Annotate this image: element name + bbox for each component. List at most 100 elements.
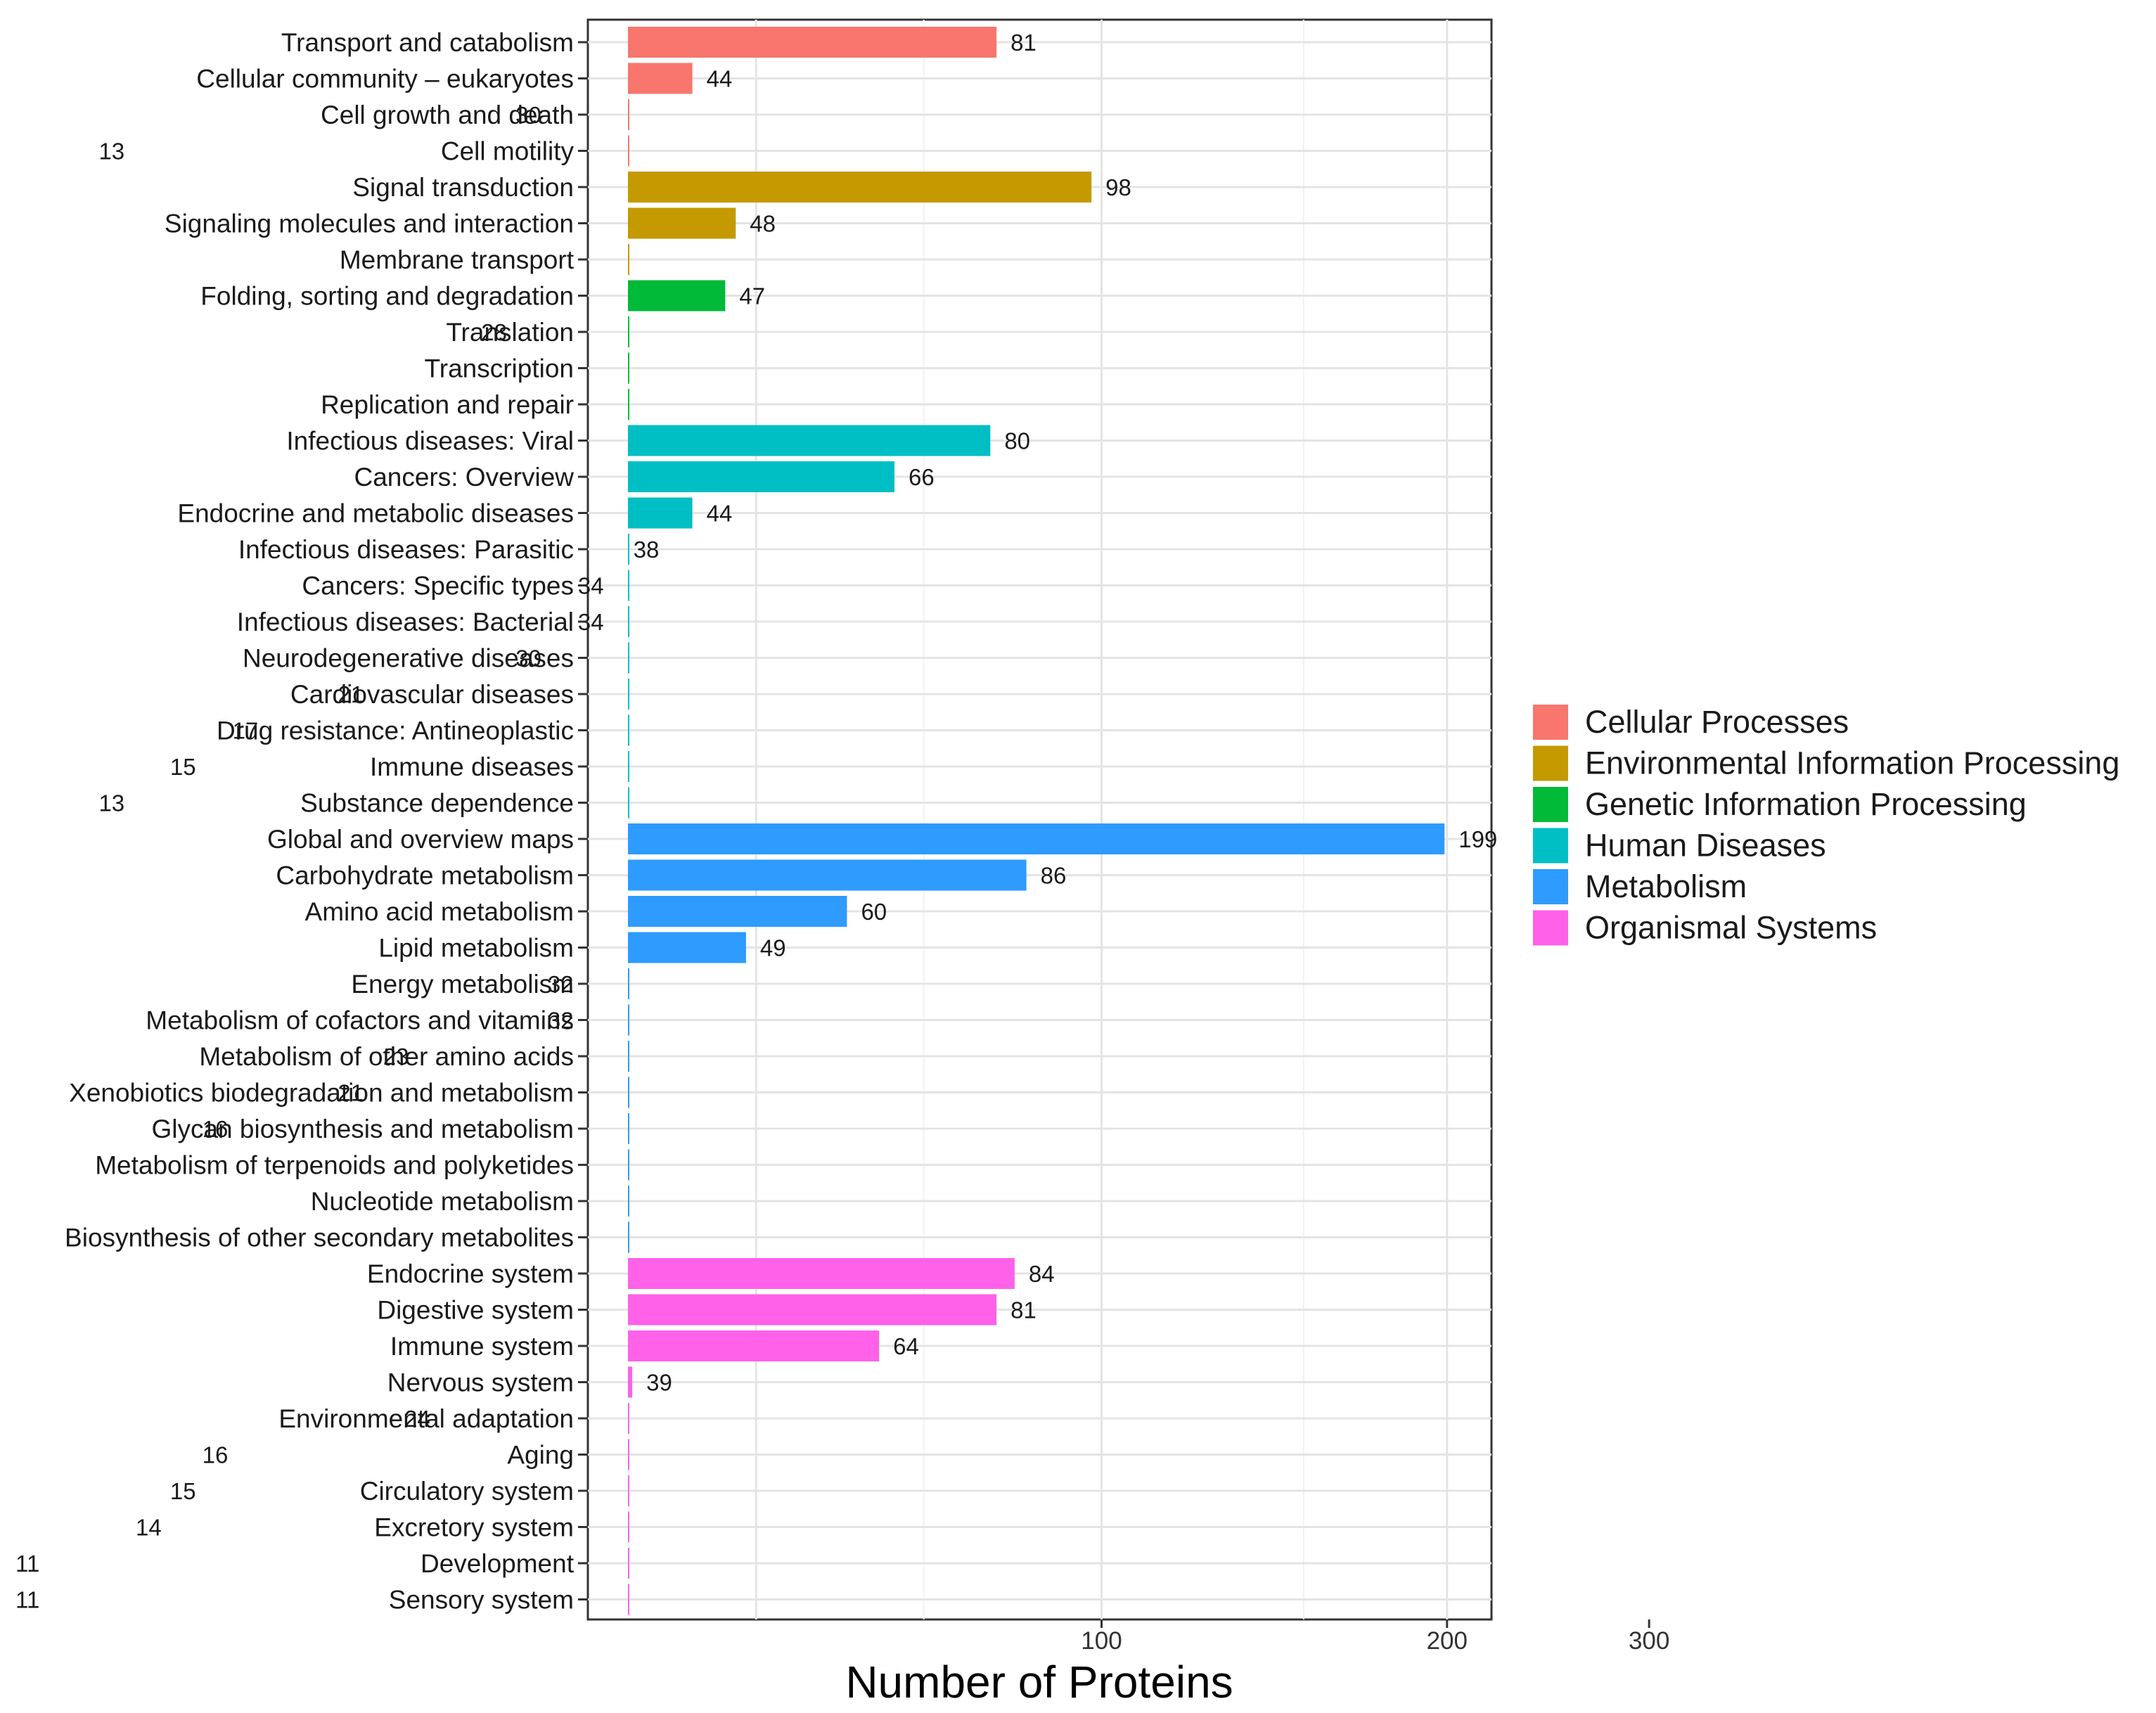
- x-tick-label: 300: [1629, 1627, 1669, 1655]
- bar: [628, 606, 629, 637]
- bar: [628, 570, 629, 601]
- legend-label: Metabolism: [1585, 868, 1747, 904]
- bar-value-label: 14: [136, 1515, 162, 1541]
- bar-value-label: 44: [707, 501, 733, 527]
- category-label: Membrane transport: [340, 245, 575, 274]
- category-label: Substance dependence: [300, 789, 574, 818]
- category-label: Drug resistance: Antineoplastic: [217, 717, 574, 745]
- bar: [628, 968, 629, 999]
- x-tick-label: 200: [1427, 1627, 1468, 1655]
- category-label: Biosynthesis of other secondary metaboli…: [65, 1224, 574, 1252]
- bar-value-label: 17: [233, 718, 259, 744]
- category-label: Infectious diseases: Bacterial: [237, 608, 574, 636]
- bar: [628, 244, 629, 275]
- bar: [628, 497, 693, 529]
- bar-value-label: 81: [1010, 1297, 1037, 1323]
- category-label: Circulatory system: [360, 1477, 574, 1506]
- category-label: Carbohydrate metabolism: [276, 861, 574, 890]
- legend-swatch: [1533, 910, 1568, 946]
- bar-value-label: 15: [170, 1478, 196, 1504]
- category-label: Lipid metabolism: [378, 934, 574, 963]
- bar: [628, 859, 1027, 891]
- bar: [628, 642, 629, 674]
- legend-swatch: [1533, 705, 1568, 740]
- bar: [628, 99, 629, 130]
- bar-value-label: 86: [1041, 863, 1067, 889]
- bar: [628, 1403, 629, 1434]
- category-label: Cardiovascular diseases: [290, 680, 574, 709]
- bar: [628, 207, 736, 239]
- bar: [628, 1077, 629, 1108]
- bar: [628, 896, 847, 927]
- bar: [628, 1366, 633, 1398]
- bar-value-label: 81: [1010, 30, 1037, 56]
- bar: [628, 1548, 629, 1579]
- category-label: Excretory system: [374, 1513, 574, 1542]
- bar: [628, 1186, 629, 1217]
- bar-value-label: 24: [404, 1406, 430, 1432]
- bar-value-label: 32: [548, 1008, 574, 1034]
- bar: [628, 1294, 997, 1326]
- bar-value-label: 66: [909, 464, 935, 490]
- bar-value-label: 98: [1105, 174, 1131, 200]
- bars: [628, 27, 1445, 1615]
- legend-label: Human Diseases: [1585, 828, 1826, 864]
- category-label: Translation: [446, 318, 574, 347]
- bar-value-label: 11: [15, 1587, 39, 1613]
- category-label: Sensory system: [389, 1586, 574, 1615]
- bar: [628, 352, 629, 384]
- bar-value-label: 30: [515, 102, 541, 128]
- legend-swatch: [1533, 745, 1568, 781]
- legend-swatch: [1533, 869, 1568, 904]
- category-label: Cell motility: [441, 137, 575, 166]
- bar-value-label: 23: [383, 1044, 409, 1070]
- bar-value-label: 64: [893, 1333, 919, 1359]
- bar-value-label: 49: [760, 935, 786, 961]
- bar: [628, 389, 629, 420]
- bar: [628, 172, 1092, 203]
- bar: [628, 1258, 1015, 1289]
- bar: [628, 1149, 629, 1181]
- category-label: Neurodegenerative diseases: [243, 644, 574, 673]
- bar-value-label: 21: [338, 681, 364, 707]
- category-label: Cancers: Specific types: [302, 572, 574, 601]
- bar-value-label: 39: [646, 1370, 672, 1396]
- category-label: Replication and repair: [321, 390, 574, 419]
- bar-value-label: 47: [739, 283, 765, 309]
- x-axis-title: Number of Proteins: [845, 1657, 1233, 1707]
- bar: [628, 534, 629, 565]
- category-label: Endocrine system: [367, 1259, 574, 1288]
- category-label: Folding, sorting and degradation: [200, 282, 574, 311]
- bar: [628, 135, 629, 167]
- value-labels: 8144301398486472876806644383434302117151…: [15, 30, 1497, 1613]
- category-label: Cancers: Overview: [354, 463, 574, 492]
- category-label: Environmental adaptation: [278, 1404, 574, 1433]
- category-labels: Transport and catabolism Cellular communi…: [65, 28, 588, 1615]
- category-label: Nucleotide metabolism: [311, 1187, 574, 1216]
- bar-value-label: 11: [15, 1551, 39, 1577]
- category-label: Glycan biosynthesis and metabolism: [151, 1115, 574, 1143]
- category-label: Nervous system: [387, 1368, 574, 1397]
- bar: [628, 1439, 629, 1470]
- bar-value-label: 16: [203, 1116, 229, 1142]
- bar: [628, 280, 726, 312]
- bar: [628, 461, 894, 492]
- bar-value-label: 13: [98, 790, 124, 816]
- category-label: Immune system: [390, 1332, 574, 1361]
- bar: [628, 751, 629, 782]
- category-label: Transcription: [425, 354, 574, 383]
- bar-value-label: 84: [1029, 1261, 1055, 1287]
- bar: [628, 63, 693, 94]
- bar-value-label: 44: [707, 66, 733, 92]
- category-label: Endocrine and metabolic diseases: [177, 499, 574, 528]
- bar-value-label: 30: [515, 646, 541, 672]
- bar: [628, 932, 746, 963]
- bar-value-label: 15: [170, 754, 196, 780]
- bar: [628, 1330, 880, 1361]
- bar: [628, 1475, 629, 1506]
- bar-value-label: 32: [548, 971, 574, 997]
- grid-minor: [923, 20, 1304, 1619]
- category-label: Aging: [507, 1441, 574, 1470]
- bar: [628, 1041, 629, 1072]
